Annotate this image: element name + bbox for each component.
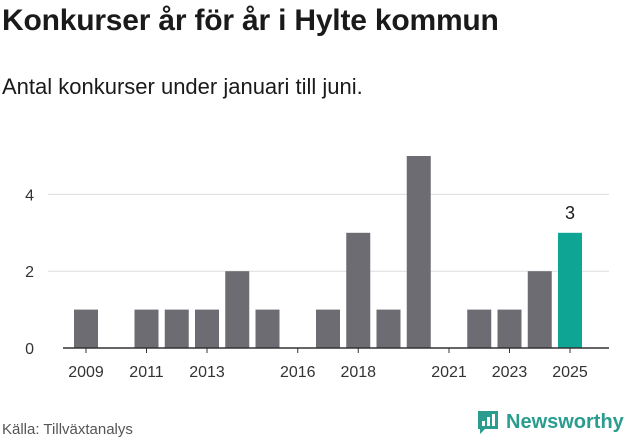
x-tick-label: 2023 — [492, 364, 528, 381]
newsworthy-logo-icon — [478, 411, 498, 434]
bar-2022 — [467, 309, 492, 348]
x-tick-label: 2011 — [129, 364, 164, 381]
bar-2025 — [558, 232, 582, 348]
bar-2018 — [346, 232, 371, 348]
chart-title: Konkurser år för år i Hylte kommun — [2, 4, 499, 37]
highlight-data-label: 3 — [565, 203, 575, 223]
x-tick-label: 2025 — [552, 364, 588, 381]
x-tick-label: 2009 — [68, 364, 104, 381]
bar-2015 — [255, 309, 280, 348]
bar-2013 — [195, 309, 219, 348]
brand-name: Newsworthy — [506, 410, 624, 433]
bar-2009 — [74, 309, 98, 348]
y-tick-label: 2 — [25, 264, 34, 281]
x-tick-label: 2016 — [280, 364, 316, 381]
y-tick-label: 4 — [25, 187, 34, 204]
bar-2023 — [497, 309, 522, 348]
y-tick-label: 0 — [25, 341, 34, 358]
x-tick-label: 2013 — [189, 364, 225, 381]
bar-2024 — [527, 271, 552, 348]
bar-2019 — [376, 309, 401, 348]
bar-2020 — [406, 156, 431, 348]
bar-2014 — [225, 271, 250, 348]
chart-subtitle: Antal konkurser under januari till juni. — [2, 74, 363, 99]
bar-2017 — [316, 309, 340, 348]
x-tick-label: 2018 — [340, 364, 376, 381]
brand-logo: Newsworthy — [476, 409, 624, 435]
bar-2011 — [134, 309, 159, 348]
bar-2012 — [164, 309, 189, 348]
x-tick-label: 2021 — [431, 364, 467, 381]
source-note: Källa: Tillväxtanalys — [2, 421, 133, 438]
